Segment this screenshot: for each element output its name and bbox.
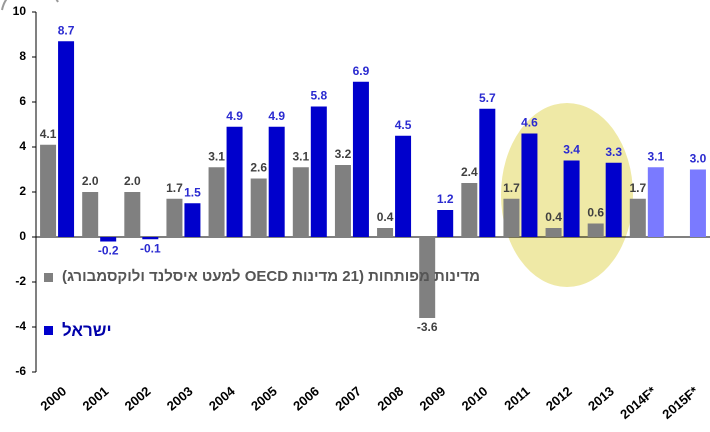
bar: [545, 228, 562, 237]
bar: [352, 81, 369, 237]
x-tick-label: 2003: [164, 383, 196, 413]
y-tick-label: 0: [19, 229, 26, 243]
x-tick-label: 2002: [122, 383, 154, 413]
data-label: 0.4: [545, 210, 562, 224]
bar: [184, 203, 201, 237]
bar: [461, 183, 478, 237]
bar: [310, 106, 327, 237]
data-label: 4.6: [521, 116, 538, 130]
bar: [689, 169, 706, 237]
data-label: 2.6: [250, 161, 267, 175]
data-label: 2.0: [124, 174, 141, 188]
data-label: 0.4: [377, 210, 394, 224]
data-label: 3.2: [335, 147, 352, 161]
bar: [334, 165, 351, 237]
data-label: 3.0: [690, 152, 707, 166]
bar: [82, 192, 99, 237]
x-tick-label: 2007: [332, 383, 364, 413]
bar: [605, 162, 622, 237]
y-tick-label: 6: [19, 94, 26, 108]
data-label: -0.1: [140, 241, 161, 255]
data-label: 1.7: [503, 181, 520, 195]
y-tick-label: -4: [15, 319, 26, 333]
x-tick-label: 2014F*: [617, 383, 659, 422]
y-tick-label: 8: [19, 49, 26, 63]
x-tick-label: 2012: [543, 383, 575, 413]
data-label: 3.4: [563, 143, 580, 157]
x-tick-label: 2001: [80, 383, 112, 413]
data-label: 3.3: [605, 145, 622, 159]
data-label: 5.7: [479, 91, 496, 105]
bar: [250, 178, 267, 237]
x-tick-label: 2006: [290, 383, 322, 413]
data-label: 0.6: [587, 206, 604, 220]
x-tick-label: 2013: [585, 383, 617, 413]
bar: [292, 167, 309, 237]
bar: [587, 223, 604, 237]
bar: [166, 198, 183, 237]
data-label: 1.5: [184, 185, 201, 199]
bar: [419, 237, 436, 318]
legend-label: ישראל: [62, 321, 112, 340]
legend-label: מדינות מפותחות (21 מדינות OECD למעט איסל…: [62, 268, 480, 285]
bar: [629, 198, 646, 237]
data-label: 4.1: [40, 127, 57, 141]
y-tick-label: 4: [19, 139, 26, 153]
bar: [208, 167, 225, 237]
decoration: [1, 0, 59, 11]
data-label: 2.4: [461, 165, 478, 179]
bar: [647, 167, 664, 237]
data-label: 1.7: [166, 181, 183, 195]
data-label: 4.9: [226, 109, 243, 123]
bar: [40, 144, 57, 237]
data-label: 8.7: [58, 23, 75, 37]
bar: [563, 160, 580, 237]
bar: [268, 126, 285, 237]
data-label: 4.5: [395, 118, 412, 132]
bar: [124, 192, 141, 237]
bar: [503, 198, 520, 237]
x-tick-label: 2005: [248, 383, 280, 413]
bar: [521, 133, 538, 237]
x-tick-label: 2000: [37, 383, 69, 413]
data-label: 1.7: [629, 181, 646, 195]
y-tick-label: -2: [15, 274, 26, 288]
data-label: 3.1: [208, 149, 225, 163]
bar: [377, 228, 394, 237]
data-label: 5.8: [310, 89, 327, 103]
bar: [437, 210, 454, 237]
y-tick-label: -6: [15, 364, 26, 378]
y-tick-label: 2: [19, 184, 26, 198]
data-label: -3.6: [417, 320, 438, 334]
x-tick-label: 2009: [417, 383, 449, 413]
data-label: 4.9: [268, 109, 285, 123]
x-tick-label: 2011: [501, 383, 532, 413]
x-tick-label: 2004: [206, 383, 238, 414]
x-tick-label: 2008: [374, 383, 406, 413]
data-label: 3.1: [647, 149, 664, 163]
bar: [142, 237, 159, 240]
bar: [395, 135, 412, 237]
bar: [479, 108, 496, 237]
legend-swatch: [44, 273, 53, 282]
data-label: -0.2: [98, 244, 119, 258]
x-tick-label: 2015F*: [659, 383, 701, 422]
data-label: 2.0: [82, 174, 99, 188]
legend-swatch: [44, 326, 53, 335]
bar: [58, 41, 75, 237]
x-tick-label: 2010: [459, 383, 491, 413]
data-label: 1.2: [437, 192, 454, 206]
data-label: 3.1: [292, 149, 309, 163]
y-tick-label: 10: [13, 4, 27, 18]
bar: [226, 126, 243, 237]
data-label: 6.9: [353, 64, 370, 78]
bar: [100, 237, 117, 242]
